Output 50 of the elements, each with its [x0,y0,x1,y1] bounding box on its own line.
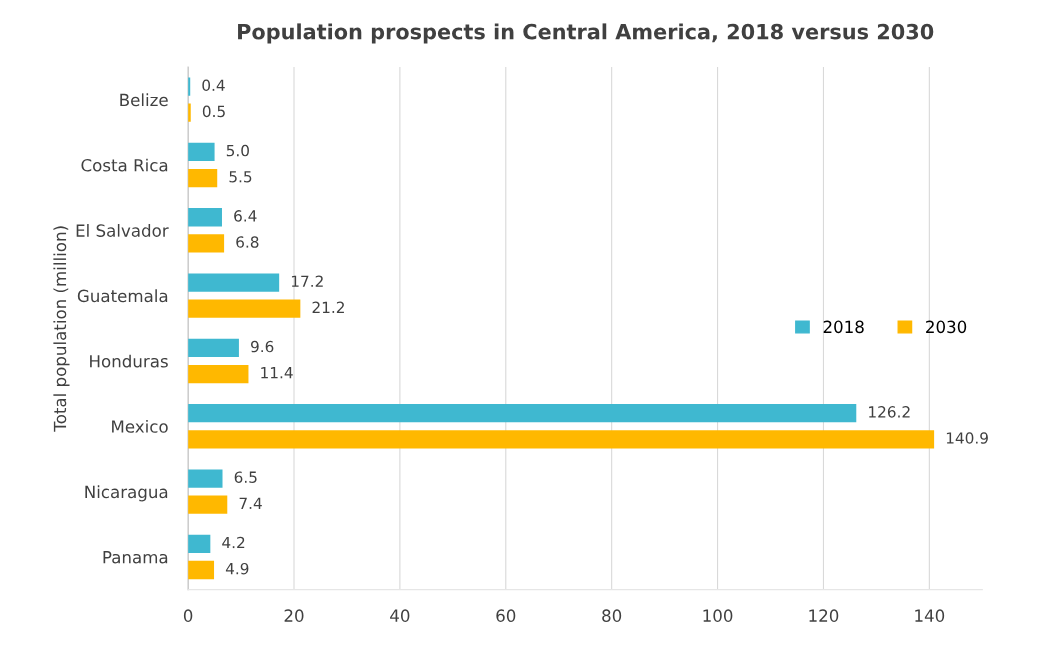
bar [188,560,215,580]
chart-title: Population prospects in Central America, 2018 versus 2030 [238,23,934,44]
data-label: 6.4 [234,210,257,222]
data-label: 4.9 [225,562,249,575]
x-tick-label: 20 [284,609,304,622]
y-tick-label: Panama [103,551,168,564]
bar [188,299,301,318]
y-tick-label: Nicaragua [85,485,168,502]
data-label: 0.5 [202,105,225,118]
bar [188,469,223,488]
data-label: 9.6 [251,340,274,353]
bar [188,234,225,253]
x-tick-label: 140 [915,609,945,622]
bar [188,495,228,514]
legend-label: 2018 [823,320,864,334]
data-label: 4.2 [222,536,245,549]
data-label: 6.8 [236,236,259,248]
bar [188,534,211,554]
bar [188,168,218,188]
data-label: 6.5 [234,471,257,483]
x-tick-label: 120 [809,609,839,622]
data-label: 0.4 [202,79,225,92]
data-label: 126.2 [869,406,910,418]
data-label: 5.0 [226,144,249,157]
x-tick-label: 80 [602,609,622,622]
x-tick-label: 60 [496,609,516,622]
bar [188,142,215,162]
y-tick-label: Belize [120,93,168,107]
bar [188,404,857,423]
legend-label: 2030 [926,320,967,334]
x-tick-label: 0 [183,609,193,622]
y-tick-label: Guatemala [77,289,168,303]
bar [188,338,239,358]
data-label: 5.5 [229,171,252,183]
y-tick-label: Honduras [90,354,168,368]
bar [188,273,280,292]
x-tick-label: 100 [703,609,733,622]
bar [188,208,222,227]
x-tick-label: 40 [390,609,410,622]
bar [188,364,249,384]
data-label: 17.2 [291,275,323,287]
data-label: 21.2 [312,301,344,313]
data-label: 7.4 [239,497,262,509]
data-label: 11.4 [261,367,293,379]
y-axis-title: Total population (million) [53,226,70,432]
y-tick-label: El Salvador [76,223,169,237]
y-tick-label: Costa Rica [81,158,168,172]
data-label: 140.9 [946,432,988,444]
bar [188,430,935,449]
y-tick-label: Mexico [112,419,168,433]
